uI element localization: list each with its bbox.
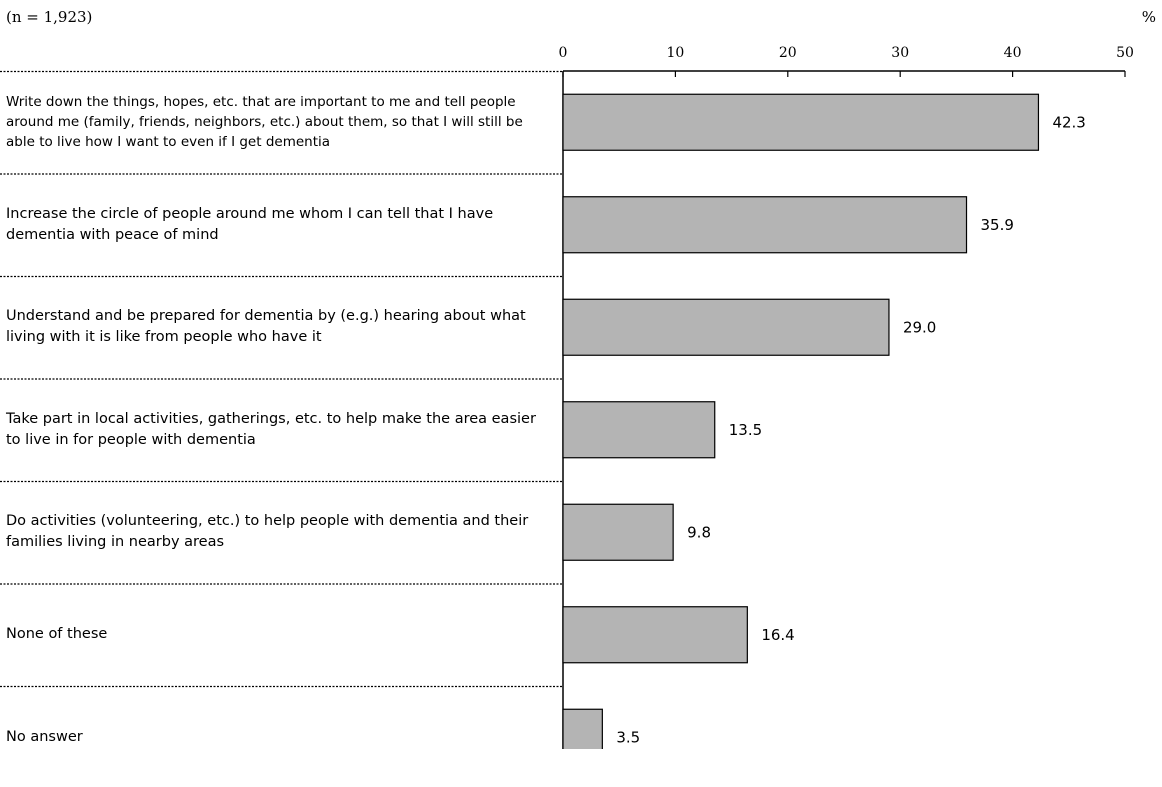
- x-tick-label: 10: [666, 45, 684, 61]
- x-tick-label: 30: [891, 45, 909, 61]
- bar-chart: 0 10 20 30 40 50 42.3 35.9 29.0 13.5 9.8 16.4 3.5: [0, 45, 1134, 749]
- bar-value-label: 13.5: [729, 421, 762, 439]
- category-label: Increase the circle of people around me …: [6, 205, 494, 243]
- x-tick-label: 0: [559, 45, 568, 61]
- bar: [562, 401, 716, 459]
- bar-value-label: 16.4: [761, 626, 794, 644]
- category-label: None of these: [6, 626, 108, 643]
- bar-value-label: 9.8: [687, 523, 711, 541]
- sample-size-note: (n = 1,923): [6, 8, 93, 26]
- bar-value-label: 35.9: [981, 216, 1014, 234]
- x-tick-label: 40: [1004, 45, 1022, 61]
- bar: [562, 708, 603, 749]
- x-tick-label: 20: [779, 45, 797, 61]
- unit-label: %: [1141, 8, 1156, 26]
- x-tick-label: 50: [1116, 45, 1134, 61]
- bar: [562, 503, 674, 561]
- bar-value-label: 42.3: [1052, 113, 1085, 131]
- bar-value-label: 3.5: [616, 728, 640, 746]
- category-label: Take part in local activities, gathering…: [6, 410, 536, 448]
- bar: [562, 93, 1040, 151]
- category-label: Write down the things, hopes, etc. that …: [6, 94, 523, 151]
- category-label: Do activities (volunteering, etc.) to he…: [6, 513, 529, 551]
- bar: [562, 196, 968, 254]
- category-label: No answer: [6, 728, 83, 745]
- category-label: Understand and be prepared for dementia …: [6, 308, 526, 346]
- bar: [562, 606, 748, 664]
- bar: [562, 298, 890, 356]
- bar-value-label: 29.0: [903, 318, 936, 336]
